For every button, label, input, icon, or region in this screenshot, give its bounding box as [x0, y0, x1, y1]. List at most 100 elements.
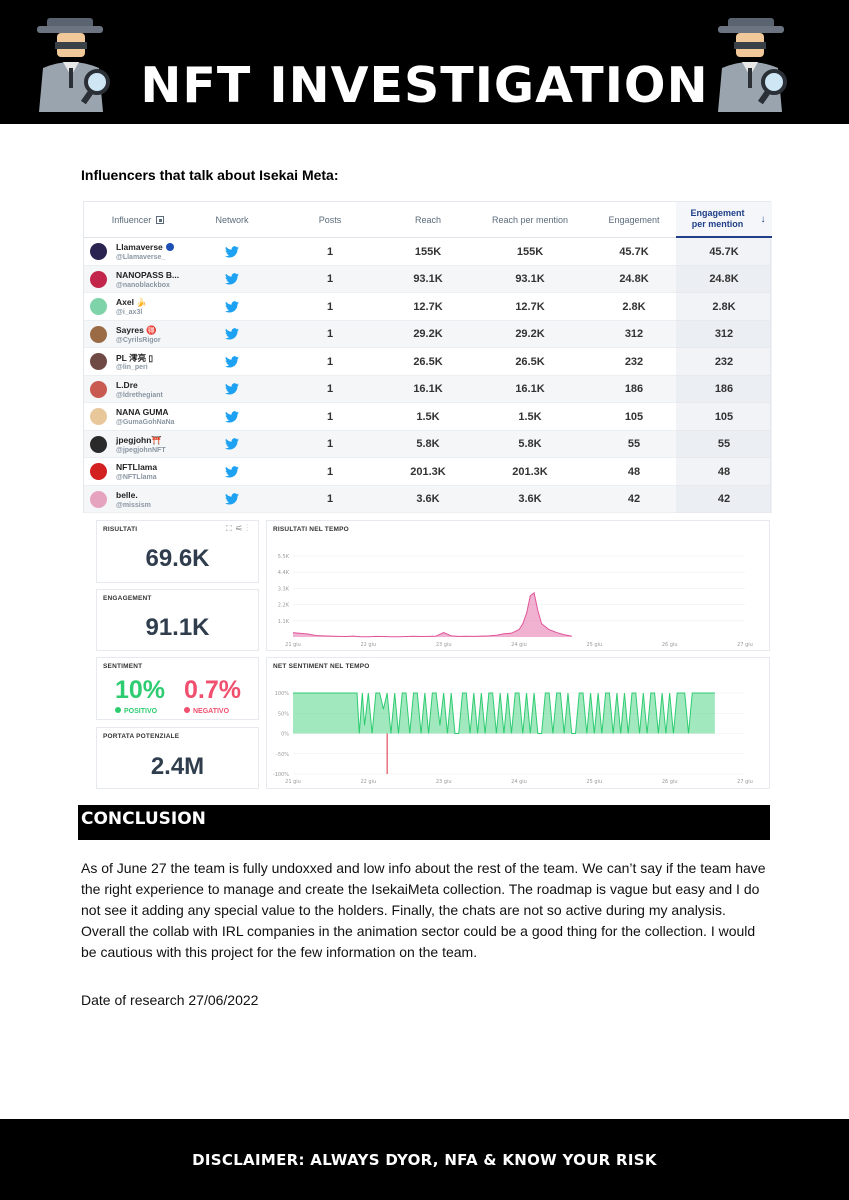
- influencer-cell[interactable]: jpegjohn⛩️ @jpegjohnNFT: [84, 431, 192, 459]
- influencer-cell[interactable]: NANA GUMA @GumaGohNaNa: [84, 403, 192, 431]
- twitter-icon[interactable]: [225, 245, 239, 258]
- y-tick-label: 0%: [281, 732, 289, 738]
- y-tick-label: 4.4K: [278, 570, 290, 576]
- x-tick-label: 24 giu: [511, 779, 527, 785]
- twitter-icon[interactable]: [225, 300, 239, 313]
- influencer-cell[interactable]: PL 澪亮 ▯ @lin_peri: [84, 348, 192, 376]
- engagement-cell: 312: [624, 328, 644, 341]
- conclusion-title: CONCLUSION: [81, 809, 206, 829]
- results-chart-svg: 5.5K 4.4K 3.3K 2.2K 1.1K 21 giu 22 giu 23 giu 24…: [278, 554, 753, 648]
- table-row[interactable]: Axel 🍌 @i_ax3l 1 12.7K 12.7K 2.8K 2.8K: [84, 293, 772, 321]
- table-row[interactable]: PL 澪亮 ▯ @lin_peri 1 26.5K 26.5K 232 232: [84, 348, 772, 376]
- table-row[interactable]: NANA GUMA @GumaGohNaNa 1 1.5K 1.5K 105 105: [84, 403, 772, 431]
- column-header-network[interactable]: Network: [215, 214, 249, 225]
- posts-cell: 1: [326, 383, 334, 396]
- disclaimer-text: DISCLAIMER: ALWAYS DYOR, NFA & KNOW YOUR…: [192, 1151, 657, 1169]
- avatar: [90, 298, 107, 315]
- table-row[interactable]: L.Dre @ldrethegiant 1 16.1K 16.1K 186 186: [84, 375, 772, 404]
- influencer-cell[interactable]: Llamaverse @Llamaverse_: [84, 238, 192, 266]
- influencer-handle: @ldrethegiant: [116, 391, 163, 399]
- posts-cell: 1: [326, 493, 334, 506]
- avatar: [90, 353, 107, 370]
- network-cell: [192, 238, 272, 266]
- table-row[interactable]: belle. @missism 1 3.6K 3.6K 42 42: [84, 485, 772, 514]
- series-line: [292, 591, 572, 638]
- reach-cell: 155K: [414, 245, 442, 258]
- reach-cell: 3.6K: [416, 493, 440, 506]
- influencer-cell[interactable]: belle. @missism: [84, 486, 192, 514]
- export-icon[interactable]: [156, 216, 165, 224]
- influencer-handle: @NFTLlama: [116, 474, 157, 481]
- y-tick-label: 2.2K: [278, 603, 290, 609]
- twitter-icon[interactable]: [225, 355, 239, 368]
- engagement-label: ENGAGEMENT: [103, 595, 152, 602]
- y-tick-label: 1.1K: [278, 619, 290, 625]
- influencer-cell[interactable]: NFTLlama @NFTLlama: [84, 458, 192, 486]
- reach-per-mention-cell: 29.2K: [515, 328, 545, 341]
- y-tick-label: 3.3K: [278, 586, 290, 592]
- influencer-cell[interactable]: Axel 🍌 @i_ax3l: [84, 293, 192, 321]
- twitter-icon[interactable]: [225, 438, 239, 450]
- influencer-table: Influencer Network Posts Reach Reach per…: [83, 201, 772, 514]
- twitter-icon[interactable]: [225, 465, 239, 478]
- posts-cell: 1: [326, 438, 334, 451]
- influencer-handle: @CyrilsRigor: [116, 336, 161, 344]
- engagement-cell: 48: [627, 465, 641, 478]
- column-header-reach[interactable]: Reach: [414, 214, 441, 225]
- page-title: NFT INVESTIGATION: [140, 57, 709, 114]
- network-cell: [192, 266, 272, 294]
- table-row[interactable]: NANOPASS B... @nanoblackbox 1 93.1K 93.1K 24.…: [84, 265, 772, 294]
- y-tick-label: 5.5K: [278, 554, 290, 560]
- engagement-per-mention-cell: 45.7K: [676, 238, 772, 266]
- twitter-icon[interactable]: [225, 273, 239, 285]
- twitter-icon[interactable]: [225, 410, 239, 423]
- influencer-name: NANOPASS B...: [116, 269, 180, 280]
- y-tick-label: 100%: [275, 691, 290, 697]
- engagement-cell: 55: [627, 438, 641, 451]
- column-header-influencer[interactable]: Influencer: [84, 202, 192, 238]
- column-header-reach-per-mention[interactable]: Reach per mention: [491, 214, 569, 225]
- table-header: Influencer Network Posts Reach Reach per…: [84, 202, 772, 238]
- twitter-icon[interactable]: [225, 328, 239, 340]
- column-header-engagement-per-mention[interactable]: Engagement per mention ↓: [676, 202, 772, 238]
- influencer-cell[interactable]: Sayres 🉐 @CyrilsRigor: [84, 321, 192, 349]
- table-row[interactable]: NFTLlama @NFTLlama 1 201.3K 201.3K 48 48: [84, 458, 772, 486]
- table-row[interactable]: jpegjohn⛩️ @jpegjohnNFT 1 5.8K 5.8K 55 55: [84, 430, 772, 459]
- x-tick-label: 25 giu: [586, 779, 602, 785]
- influencer-cell[interactable]: L.Dre @ldrethegiant: [84, 376, 192, 404]
- engagement-per-mention-cell: 24.8K: [676, 265, 772, 293]
- reach-cell: 16.1K: [413, 383, 443, 396]
- table-row[interactable]: Llamaverse @Llamaverse_ 1 155K 155K 45.7K 45.7…: [84, 238, 772, 266]
- research-date: Date of research 27/06/2022: [81, 992, 259, 1008]
- influencer-name: Sayres 🉐: [116, 324, 157, 335]
- conclusion-text: As of June 27 the team is fully undoxxed…: [81, 860, 766, 960]
- influencer-handle: @nanoblackbox: [116, 281, 170, 289]
- influencer-cell[interactable]: NANOPASS B... @nanoblackbox: [84, 266, 192, 294]
- series-area: [293, 592, 572, 637]
- engagement-card: ENGAGEMENT 91.1K: [96, 589, 259, 651]
- y-tick-label: -100%: [273, 772, 289, 778]
- influencer-name: Llamaverse: [116, 242, 174, 252]
- column-header-engagement[interactable]: Engagement: [608, 214, 660, 225]
- posts-cell: 1: [326, 300, 334, 313]
- reach-cell: 26.5K: [413, 355, 443, 368]
- reach-cell: 5.8K: [416, 438, 440, 451]
- engagement-cell: 186: [624, 383, 644, 396]
- potential-reach-card: PORTATA POTENZIALE 2.4M: [96, 727, 259, 789]
- posts-cell: 1: [326, 245, 334, 258]
- reach-per-mention-cell: 155K: [516, 245, 544, 258]
- x-tick-label: 24 giu: [511, 642, 527, 648]
- sentiment-positive-label: POSITIVO: [115, 707, 157, 715]
- card-tools-icon[interactable]: ⛶⚟⋮: [226, 524, 252, 533]
- influencer-name: NFTLlama: [116, 462, 158, 472]
- influencer-name: belle.: [116, 489, 138, 500]
- avatar: [90, 380, 107, 398]
- network-cell: [192, 293, 272, 321]
- column-header-posts[interactable]: Posts: [318, 214, 342, 225]
- table-row[interactable]: Sayres 🉐 @CyrilsRigor 1 29.2K 29.2K 312 312: [84, 320, 772, 349]
- twitter-icon[interactable]: [225, 493, 239, 505]
- sentiment-card: SENTIMENT 10% 0.7% POSITIVO NEGATIVO: [96, 657, 259, 720]
- x-tick-label: 23 giu: [436, 779, 452, 785]
- series-line: [293, 692, 715, 734]
- twitter-icon[interactable]: [225, 383, 239, 395]
